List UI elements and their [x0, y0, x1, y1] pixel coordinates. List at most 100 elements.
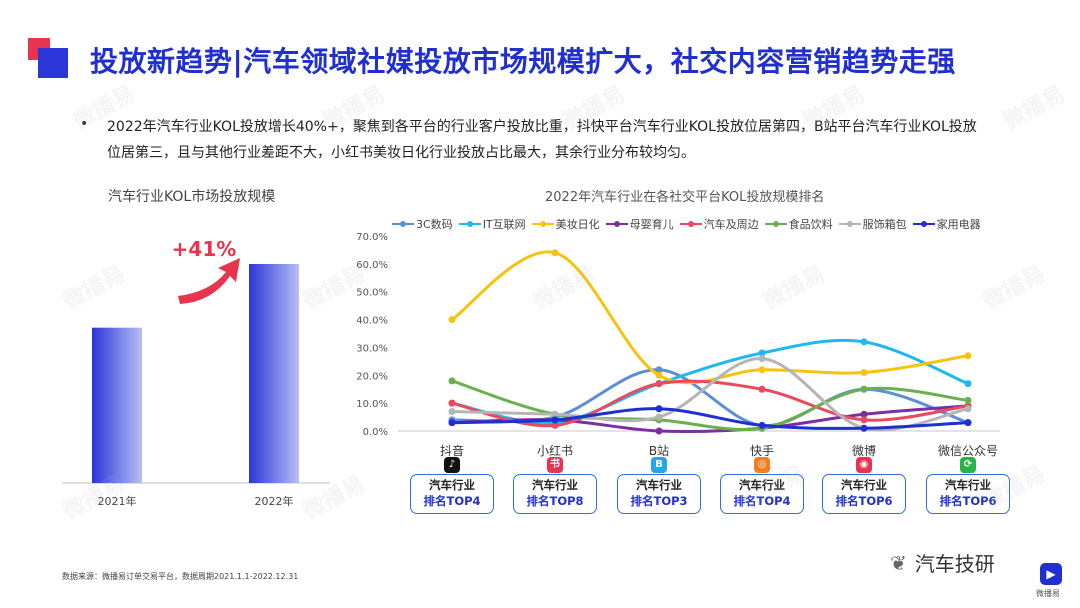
legend-swatch-icon	[392, 219, 414, 229]
series-line-2	[451, 338, 969, 425]
badge-line-1: 汽车行业	[841, 478, 887, 492]
legend-item: 服饰箱包	[838, 216, 907, 232]
summary-bullet-text: 2022年汽车行业KOL投放增长40%+，聚焦到各平台的行业客户投放比重，抖快平…	[107, 119, 977, 161]
series-point	[655, 405, 663, 413]
platform-name: 快手	[749, 444, 774, 458]
wechat-logo-icon: ❦	[890, 550, 907, 575]
legend-swatch-icon	[679, 219, 702, 229]
series-point	[551, 249, 559, 257]
y-tick-label: 60.0%	[356, 260, 388, 271]
legend-item: IT互联网	[458, 216, 526, 232]
legend-swatch-icon	[838, 219, 861, 229]
platform-rank-badge: 汽车行业排名TOP4	[720, 474, 804, 514]
growth-annotation: +41%	[172, 237, 237, 261]
bar-2	[249, 264, 299, 483]
platform-rank-badge: 汽车行业 排名TOP4	[410, 474, 494, 514]
wechat-account-label: ❦ 汽车技研	[890, 548, 995, 577]
bar-category-label: 2022年	[255, 494, 294, 508]
line-chart-legend: 3C数码 IT互联网 美妆日化 母婴育儿 汽车及周边 食品饮料 服饰箱包 家用电器	[392, 216, 981, 232]
legend-item: 母婴育儿	[605, 216, 674, 232]
y-tick-label: 0.0%	[363, 427, 388, 438]
series-point	[448, 377, 456, 385]
series-point	[655, 427, 663, 435]
series-point	[860, 410, 868, 418]
decorative-blue-square	[38, 48, 68, 78]
badge-line-2: 排名TOP6	[939, 494, 997, 508]
weibo-icon: ◉	[856, 457, 872, 473]
wechat-icon: ⟳	[960, 457, 976, 473]
weiboyi-logo-icon: ▶	[1040, 563, 1062, 585]
series-point	[964, 419, 972, 427]
series-point	[964, 352, 972, 360]
legend-swatch-icon	[605, 219, 628, 229]
line-chart-title: 2022年汽车行业在各社交平台KOL投放规模排名	[545, 190, 825, 205]
series-point	[448, 408, 456, 415]
platform-name: 抖音	[439, 444, 464, 458]
legend-label: 食品饮料	[788, 218, 833, 231]
data-source-note: 数据来源：微播易订单交易平台，数据周期2021.1.1-2022.12.31	[62, 572, 299, 581]
legend-swatch-icon	[764, 219, 787, 229]
platform-rank-badge: 汽车行业排名TOP6	[822, 474, 906, 514]
growth-arrow-icon	[178, 258, 240, 304]
legend-item: 汽车及周边	[679, 216, 759, 232]
series-point	[448, 419, 456, 427]
badge-line-1: 汽车行业	[945, 478, 991, 492]
legend-swatch-icon	[912, 219, 935, 229]
badge-line-2: 排名TOP8	[526, 494, 584, 508]
series-point	[655, 413, 663, 421]
y-tick-label: 70.0%	[356, 232, 388, 243]
platform-name: 微信公众号	[937, 444, 998, 458]
series-point	[448, 316, 456, 324]
legend-item: 美妆日化	[531, 216, 600, 232]
legend-item: 食品饮料	[764, 216, 833, 232]
y-tick-label: 30.0%	[356, 343, 388, 354]
bar-1	[92, 327, 142, 483]
series-line-8	[451, 407, 969, 430]
series-point	[758, 349, 766, 357]
legend-label: 汽车及周边	[703, 218, 759, 231]
badge-line-1: 汽车行业	[636, 478, 682, 492]
series-point	[860, 424, 868, 432]
series-point	[758, 421, 766, 429]
bullet-dot: •	[80, 116, 89, 132]
series-point	[758, 366, 766, 374]
bar-chart-title: 汽车行业KOL市场投放规模	[108, 189, 276, 205]
platform-name: B站	[648, 444, 670, 458]
series-point	[964, 405, 972, 413]
series-point	[551, 416, 559, 424]
legend-item: 3C数码	[392, 216, 453, 232]
legend-swatch-icon	[458, 219, 481, 229]
corner-logo-text: 微播易	[1036, 589, 1060, 598]
legend-item: 家用电器	[912, 216, 981, 232]
platform-rank-badge: 汽车行业排名TOP8	[513, 474, 597, 514]
series-point	[551, 410, 559, 418]
series-point	[758, 355, 766, 363]
badge-line-2: 排名TOP6	[835, 494, 893, 508]
badge-line-2: 排名TOP4	[423, 494, 481, 508]
badge-line-2: 排名TOP3	[630, 494, 688, 508]
series-point	[655, 380, 663, 388]
legend-label: 家用电器	[936, 218, 981, 231]
legend-swatch-icon	[531, 219, 554, 229]
series-point	[860, 369, 868, 376]
series-point	[551, 421, 559, 429]
platform-rank-badge: 汽车行业排名TOP3	[617, 474, 701, 514]
y-tick-label: 40.0%	[356, 316, 388, 327]
platform-name: 微博	[851, 444, 876, 458]
series-point	[860, 416, 868, 424]
douyin-icon: ♪	[444, 457, 460, 473]
series-line-3	[451, 250, 969, 385]
series-point	[964, 396, 972, 404]
xiaohongshu-icon: 书	[547, 457, 563, 473]
legend-label: 母婴育儿	[629, 218, 674, 231]
legend-label: IT互联网	[482, 218, 526, 231]
series-point	[860, 385, 868, 393]
legend-label: 3C数码	[416, 218, 453, 231]
series-point	[655, 371, 663, 379]
series-point	[655, 366, 663, 374]
badge-line-2: 排名TOP4	[733, 494, 791, 508]
badge-line-1: 汽车行业	[739, 478, 785, 492]
series-point	[860, 338, 868, 346]
badge-line-1: 汽车行业	[532, 478, 578, 492]
